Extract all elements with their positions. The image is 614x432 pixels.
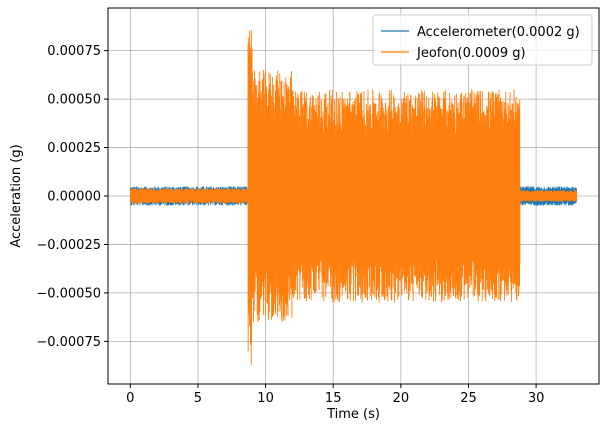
y-axis-label: Acceleration (g) — [9, 144, 24, 247]
legend-label-jeofon: Jeofon(0.0009 g) — [416, 46, 526, 61]
x-tick-label: 30 — [528, 391, 545, 406]
series-lines — [129, 30, 578, 365]
y-tick-label: 0.00050 — [47, 93, 101, 108]
y-tick-label: 0.00000 — [47, 190, 101, 205]
y-tick-label: −0.00075 — [36, 335, 101, 350]
x-tick-label: 15 — [325, 391, 342, 406]
y-tick-label: 0.00025 — [47, 141, 101, 156]
legend-box — [372, 14, 593, 66]
legend: Accelerometer(0.0002 g) Jeofon(0.0009 g) — [372, 14, 593, 66]
x-tick-label: 25 — [460, 391, 477, 406]
y-tick-label: 0.00075 — [47, 44, 101, 59]
x-axis-label: Time (s) — [326, 407, 380, 422]
legend-label-accelerometer: Accelerometer(0.0002 g) — [417, 25, 580, 40]
y-tick-label: −0.00050 — [36, 286, 101, 301]
y-tick-label: −0.00025 — [36, 238, 101, 253]
x-tick-label: 5 — [194, 391, 202, 406]
x-tick-label: 20 — [393, 391, 410, 406]
series-line-jeofon — [129, 30, 578, 365]
axis-ticks: 0 5 10 15 20 25 30 0.00075 0.00050 0.00025 0.00000… — [36, 44, 544, 406]
x-tick-label: 10 — [257, 391, 274, 406]
x-tick-label: 0 — [126, 391, 134, 406]
